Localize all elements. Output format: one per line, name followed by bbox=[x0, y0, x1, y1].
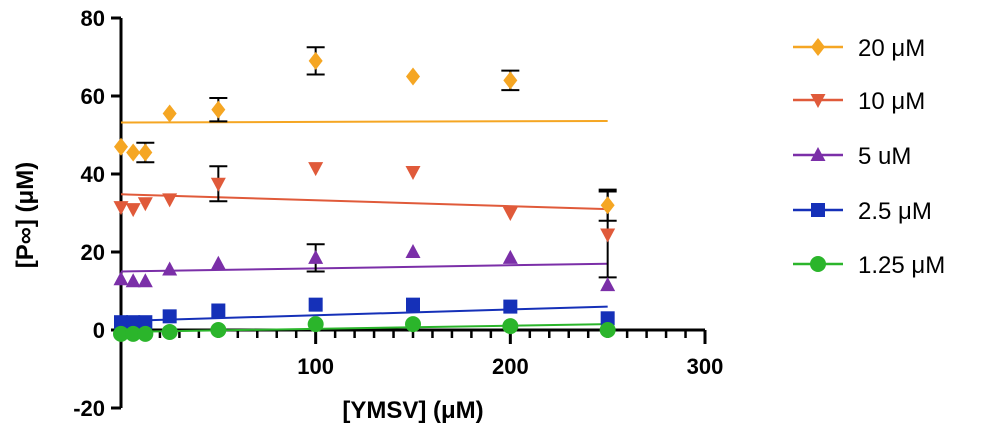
data-point bbox=[405, 166, 421, 181]
fit-line bbox=[120, 119, 608, 124]
data-point bbox=[210, 177, 226, 192]
data-point bbox=[406, 297, 420, 312]
data-point bbox=[600, 277, 616, 292]
data-point bbox=[162, 193, 178, 208]
data-point bbox=[502, 207, 518, 221]
legend-label: 20 μM bbox=[858, 35, 925, 62]
data-point bbox=[114, 137, 128, 156]
legend-label: 1.25 μM bbox=[858, 252, 945, 279]
data-point bbox=[502, 249, 518, 264]
data-point bbox=[405, 316, 421, 333]
legend-item: 1.25 μM bbox=[793, 252, 945, 279]
data-point bbox=[126, 143, 141, 162]
fit-lines bbox=[120, 119, 608, 333]
y-tick-label: 20 bbox=[81, 240, 105, 265]
data-point bbox=[405, 244, 421, 258]
data-markers bbox=[113, 51, 616, 342]
data-point bbox=[503, 299, 518, 314]
y-axis-title: [P∞] (μM) bbox=[12, 162, 39, 268]
legend-item: 5 uM bbox=[793, 143, 911, 170]
fit-line bbox=[120, 323, 608, 333]
data-point bbox=[114, 315, 128, 330]
data-point bbox=[125, 273, 141, 288]
legend-marker bbox=[811, 203, 825, 217]
data-point bbox=[125, 203, 141, 218]
data-point bbox=[308, 297, 323, 312]
legend-item: 10 μM bbox=[793, 88, 925, 115]
data-point bbox=[125, 325, 142, 342]
data-point bbox=[307, 316, 324, 333]
legend-marker bbox=[810, 147, 826, 161]
data-point bbox=[137, 273, 153, 288]
data-point bbox=[600, 228, 616, 243]
data-point bbox=[126, 315, 141, 330]
data-point bbox=[162, 104, 177, 123]
fit-line bbox=[120, 193, 608, 211]
legend-item: 20 μM bbox=[793, 35, 925, 62]
data-point bbox=[137, 325, 154, 342]
fit-line bbox=[120, 262, 608, 273]
y-tick-label: 0 bbox=[93, 318, 105, 343]
data-point bbox=[113, 201, 129, 216]
data-point bbox=[161, 323, 178, 340]
y-tick-label: 60 bbox=[81, 84, 105, 109]
data-point bbox=[211, 303, 226, 318]
x-tick-label: 300 bbox=[687, 354, 724, 379]
legend-item: 2.5 μM bbox=[793, 198, 932, 225]
y-tick-label: 40 bbox=[81, 162, 105, 187]
data-point bbox=[599, 322, 616, 338]
legend-label: 2.5 μM bbox=[858, 198, 932, 225]
legend-marker bbox=[810, 256, 826, 272]
data-point bbox=[162, 309, 177, 324]
y-tick-label: 80 bbox=[81, 6, 105, 31]
data-point bbox=[138, 315, 153, 330]
fit-line bbox=[120, 305, 608, 323]
data-point bbox=[210, 322, 227, 338]
y-tick-label: -20 bbox=[73, 396, 105, 421]
data-point bbox=[211, 100, 226, 119]
data-point bbox=[503, 71, 518, 90]
legend: 20 μM 10 μM 5 uM 2.5 μM 1.25 μM bbox=[793, 35, 945, 279]
data-point bbox=[210, 255, 226, 270]
legend-label: 5 uM bbox=[858, 143, 911, 170]
data-point bbox=[113, 271, 129, 286]
legend-marker bbox=[811, 38, 825, 56]
x-tick-label: 200 bbox=[492, 354, 529, 379]
legend-marker bbox=[810, 94, 826, 108]
x-tick-label: 100 bbox=[297, 354, 334, 379]
data-point bbox=[308, 249, 324, 264]
data-point bbox=[406, 67, 420, 86]
data-point bbox=[600, 196, 615, 215]
axes: -20 0 20 40 60 80 100 200 300 bbox=[73, 6, 723, 421]
data-point bbox=[137, 197, 153, 212]
data-point bbox=[113, 325, 129, 342]
error-bars bbox=[136, 46, 617, 279]
data-point bbox=[308, 51, 323, 70]
data-point bbox=[162, 261, 178, 276]
data-point bbox=[308, 162, 324, 177]
data-point bbox=[138, 143, 153, 162]
data-point bbox=[600, 311, 615, 326]
x-axis-title: [YMSV] (μM) bbox=[342, 397, 483, 424]
data-point bbox=[502, 318, 519, 335]
legend-label: 10 μM bbox=[858, 88, 925, 115]
